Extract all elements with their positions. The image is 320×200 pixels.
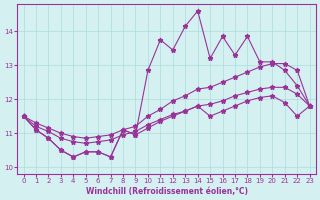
- X-axis label: Windchill (Refroidissement éolien,°C): Windchill (Refroidissement éolien,°C): [85, 187, 248, 196]
